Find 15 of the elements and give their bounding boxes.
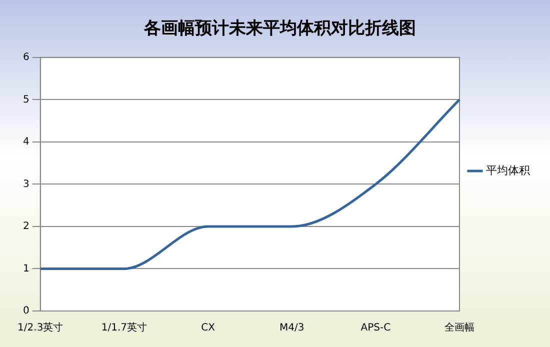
x-tick-label: APS-C	[360, 322, 391, 334]
y-tick-label: 6	[22, 52, 30, 63]
y-tick-label: 3	[22, 178, 30, 190]
x-tick-label: 1/1.7英寸	[101, 322, 148, 334]
y-tick-label: 1	[22, 263, 30, 274]
x-tick-label: 全画幅	[444, 322, 474, 334]
x-tick-label: 1/2.3英寸	[18, 322, 64, 334]
y-tick-label: 0	[22, 306, 30, 317]
y-tick-label: 2	[22, 221, 30, 232]
y-tick-label: 5	[22, 94, 30, 106]
y-tick-label: 4	[22, 136, 30, 148]
x-tick-label: M4/3	[279, 322, 304, 334]
legend-label: 平均体积	[486, 164, 530, 177]
chart-title: 各画幅预计未来平均体积对比折线图	[143, 18, 416, 39]
x-tick-label: CX	[201, 322, 216, 334]
